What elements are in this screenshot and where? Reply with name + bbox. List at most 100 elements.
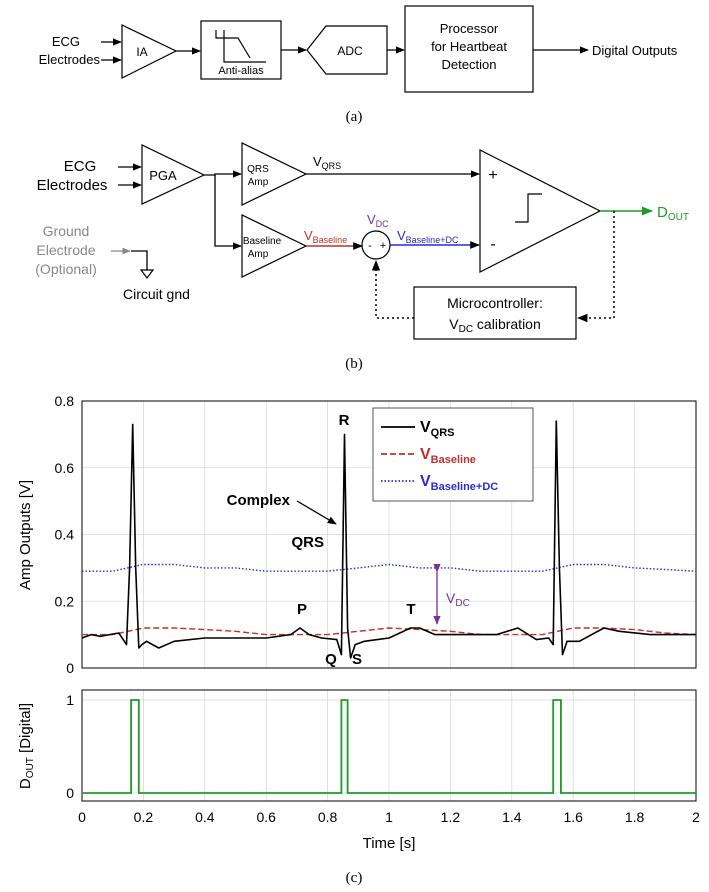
- b-qrs-amp-label-1: QRS: [247, 164, 269, 175]
- x-tick-label: 1.2: [441, 809, 461, 825]
- ground-symbol-icon: [139, 269, 155, 279]
- caption-c: (c): [346, 870, 363, 886]
- b-comp-minus: -: [490, 236, 495, 253]
- b-qrs-amplifier: [241, 142, 308, 206]
- lower-plot-grid: [81, 690, 697, 801]
- lowpass-icon: [215, 30, 266, 63]
- b-ground-label-1: Ground: [43, 223, 90, 239]
- annot-q: Q: [325, 651, 337, 668]
- b-feedback-dout-micro: [576, 211, 615, 323]
- b-sum-plus: +: [380, 240, 386, 252]
- x-tick-label: 0: [78, 809, 86, 825]
- a-anti-alias-label: Anti-alias: [218, 65, 264, 77]
- upper-series: [81, 420, 697, 659]
- series-line-VQRS: [81, 420, 696, 659]
- a-ia-amplifier: [121, 24, 178, 79]
- annot-vdc: VDC: [446, 590, 470, 609]
- annot-qrs-1: QRS: [291, 534, 324, 551]
- lower-series: [82, 699, 696, 794]
- legend: VQRS VBaseline VBaseline+DC: [381, 419, 498, 493]
- x-tick-label: 2: [692, 809, 700, 825]
- b-baseline-amp-label-2: Amp: [248, 249, 269, 260]
- lower-y-ticks: 01: [66, 692, 74, 801]
- x-tick-label: 1.8: [625, 809, 645, 825]
- b-feedback-micro-sum: [371, 259, 414, 319]
- x-tick-label: 1: [385, 809, 393, 825]
- b-micro-label-2: VDC calibration: [449, 316, 541, 335]
- b-input-label-2: Electrodes: [37, 177, 108, 194]
- upper-y-tick-label: 0: [66, 660, 74, 676]
- series-line-DOUT: [82, 699, 696, 794]
- lower-y-tick-label: 0: [66, 785, 74, 801]
- legend-label: VBaseline+DC: [420, 473, 498, 493]
- a-processor-label-2: for Heartbeat: [431, 39, 507, 54]
- b-micro-label-1: Microcontroller:: [447, 295, 543, 311]
- x-tick-label: 1.6: [563, 809, 583, 825]
- b-vbaseline-label: VBaseline: [304, 228, 347, 245]
- b-sum-minus: -: [368, 240, 372, 252]
- upper-y-tick-label: 0.4: [55, 527, 75, 543]
- b-qrs-amp-label-2: Amp: [248, 177, 269, 188]
- annot-s: S: [352, 651, 362, 668]
- b-comp-plus: +: [488, 167, 497, 184]
- legend-label: VBaseline: [420, 446, 476, 466]
- b-comparator: [479, 149, 602, 273]
- annot-r: R: [339, 412, 350, 429]
- caption-a: (a): [346, 109, 363, 125]
- lower-y-tick-label: 1: [66, 692, 74, 708]
- a-anti-alias-filter: [200, 20, 282, 80]
- upper-y-ticks: 0 0.2 0.4 0.6 0.8: [55, 393, 75, 676]
- x-ticks: 0 0.2 0.4 0.6 0.8 1 1.2 1.4 1.6 1.8 2: [78, 809, 700, 825]
- a-output-label: Digital Outputs: [592, 43, 678, 58]
- annot-t: T: [406, 601, 415, 618]
- panel-c-plots: 00.20.40.60.8 Amp Outputs [V] QRS Comple…: [17, 393, 700, 886]
- x-tick-label: 0.8: [318, 809, 338, 825]
- x-axis-label: Time [s]: [363, 835, 416, 852]
- b-input-label-1: ECG: [64, 158, 97, 175]
- a-ia-label: IA: [136, 45, 147, 59]
- legend-label: VQRS: [420, 419, 455, 439]
- upper-plot-frame: [81, 400, 697, 669]
- panel-a-block-diagram: ECG Electrodes IA Anti-alias ADC Process…: [39, 5, 678, 125]
- a-processor-label-1: Processor: [440, 21, 499, 36]
- annot-qrs-complex: Complex: [227, 492, 291, 509]
- b-vbaseline-dc-label: VBaseline+DC: [397, 228, 459, 245]
- a-input-label-2: Electrodes: [39, 52, 101, 67]
- upper-y-tick-label: 0.2: [55, 593, 75, 609]
- lower-y-axis-label: DOUT [Digital]: [17, 703, 36, 789]
- upper-y-axis-label: Amp Outputs [V]: [17, 480, 34, 590]
- upper-y-tick-label: 0.6: [55, 460, 75, 476]
- b-baseline-amp-label-1: Baseline: [243, 236, 282, 247]
- a-processor-block: [404, 5, 534, 93]
- b-ground-node-wire: [131, 250, 148, 270]
- b-vqrs-label: VQRS: [313, 154, 341, 171]
- x-tick-label: 0.6: [256, 809, 276, 825]
- b-ground-label-2: Electrode: [36, 242, 95, 258]
- b-baseline-amplifier: [241, 214, 308, 278]
- b-microcontroller-block: [413, 286, 577, 340]
- b-pga-amplifier: [141, 144, 206, 205]
- x-tick-label: 0.2: [134, 809, 154, 825]
- b-circuit-gnd-label: Circuit gnd: [123, 286, 190, 302]
- b-vdc-label: VDC: [367, 212, 389, 229]
- series-line-VBaseline+DC: [82, 563, 697, 572]
- series-line-VBaseline: [82, 627, 697, 636]
- b-wire-pga-baseline: [214, 175, 242, 250]
- caption-b: (b): [345, 356, 363, 372]
- lower-plot-frame: [81, 689, 697, 802]
- annot-qrs-arrow: [296, 500, 337, 525]
- x-tick-label: 0.4: [195, 809, 215, 825]
- b-dout-label: DOUT: [657, 204, 689, 223]
- a-processor-label-3: Detection: [442, 57, 497, 72]
- b-wire-pga-qrs: [204, 170, 242, 178]
- b-ground-label-3: (Optional): [35, 261, 96, 277]
- hysteresis-icon: [515, 193, 542, 223]
- panel-b-circuit: ECG Electrodes PGA QRS Amp Baseline Amp …: [35, 142, 689, 372]
- upper-y-tick-label: 0.8: [55, 393, 75, 409]
- a-adc-label: ADC: [337, 44, 363, 58]
- annot-p: P: [297, 601, 307, 618]
- x-tick-label: 1.4: [502, 809, 522, 825]
- a-input-label-1: ECG: [52, 34, 80, 49]
- b-pga-label: PGA: [149, 168, 177, 183]
